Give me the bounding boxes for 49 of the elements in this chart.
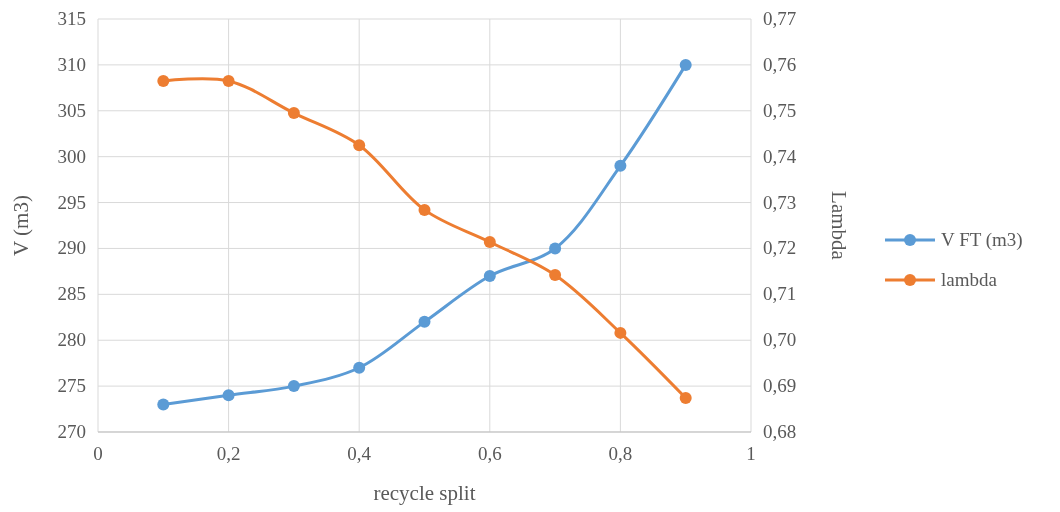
point [157,398,170,411]
point [353,139,366,152]
legend-label: V FT (m3) [941,229,1023,251]
y-tick-label: 295 [57,191,86,213]
y2-tick-label: 0,77 [763,8,797,29]
y-tick-label: 315 [57,8,86,29]
point [679,58,692,71]
y2-tick-label: 0,74 [763,145,797,167]
y2-tick-label: 0,71 [763,283,797,305]
y2-tick-label: 0,73 [763,191,797,213]
point [614,159,627,172]
y-tick-label: 290 [57,237,86,259]
y-axis-title: V (m3) [9,195,33,256]
legend-label: lambda [941,269,998,290]
x-tick-label: 0 [93,443,103,464]
point [679,392,692,405]
y2-tick-label: 0,75 [763,99,797,121]
y2-tick-label: 0,69 [763,375,797,397]
point [353,361,366,374]
x-tick-label: 1 [746,443,756,464]
y-tick-label: 285 [57,283,86,305]
point [222,389,235,402]
x-tick-label: 0,2 [216,443,241,464]
point [222,74,235,87]
point [287,380,300,393]
y-tick-label: 300 [57,145,86,167]
y-tick-label: 270 [57,421,86,442]
y-tick-label: 280 [57,329,86,351]
y-tick-label: 305 [57,99,86,121]
point [157,74,170,87]
y2-tick-label: 0,76 [763,53,797,75]
x-tick-label: 0,6 [477,443,502,464]
y2-axis-title: Lambda [827,191,851,261]
point [549,242,562,255]
point [287,107,300,120]
y2-tick-label: 0,70 [763,329,797,351]
point [418,203,431,216]
x-tick-label: 0,8 [608,443,633,464]
y-tick-label: 310 [57,53,86,75]
y2-tick-label: 0,72 [763,237,797,259]
y-tick-label: 275 [57,375,86,397]
y2-tick-label: 0,68 [763,421,797,442]
point [549,269,562,282]
point [418,315,431,328]
x-tick-label: 0,4 [347,443,372,464]
point [483,236,496,249]
point [483,269,496,282]
x-axis-title: recycle split [373,481,476,505]
point [614,326,627,339]
